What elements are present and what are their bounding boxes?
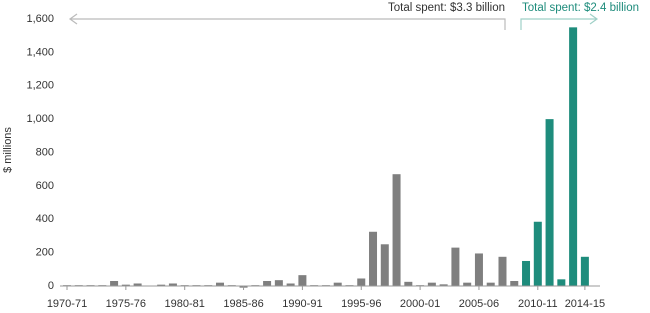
y-axis-label: $ millions <box>2 127 14 173</box>
bar <box>121 284 130 286</box>
x-tick-label: 1970-71 <box>47 298 87 310</box>
bar <box>580 256 589 286</box>
bar <box>168 283 177 286</box>
y-tick-label: 1,000 <box>26 113 54 125</box>
bar <box>522 260 531 286</box>
bar <box>298 275 307 286</box>
bar <box>569 27 578 286</box>
bar <box>427 282 436 286</box>
x-tick-label: 2010-11 <box>518 298 558 310</box>
x-tick-label: 2014-15 <box>565 298 605 310</box>
bar <box>404 281 413 286</box>
bar <box>333 282 342 286</box>
bar <box>110 280 119 286</box>
range-arrows <box>68 13 599 30</box>
x-tick-label: 1995-96 <box>341 298 381 310</box>
x-tick-label: 2005-06 <box>459 298 499 310</box>
bar <box>263 280 272 286</box>
x-tick-label: 1980-81 <box>165 298 205 310</box>
bar <box>474 253 483 286</box>
bar <box>533 221 542 286</box>
bar <box>216 282 225 286</box>
y-tick-label: 200 <box>36 247 54 259</box>
gray-range-arrow <box>68 13 506 30</box>
y-tick-label: 1,400 <box>26 46 54 58</box>
bar <box>451 247 460 286</box>
bar <box>510 280 519 286</box>
bar <box>157 284 166 286</box>
bar <box>380 244 389 286</box>
bar <box>557 279 566 286</box>
bar <box>133 283 142 286</box>
bar <box>286 283 295 286</box>
bar <box>498 256 507 286</box>
green-range-arrow <box>520 13 599 30</box>
bar <box>357 278 366 286</box>
y-tick-label: 1,600 <box>26 13 54 25</box>
y-tick-label: 400 <box>36 213 54 225</box>
y-tick-label: 0 <box>48 280 54 292</box>
y-tick-label: 600 <box>36 180 54 192</box>
y-tick-label: 1,200 <box>26 80 54 92</box>
bar <box>274 280 283 286</box>
x-tick-label: 1990-91 <box>282 298 322 310</box>
bar <box>369 231 378 286</box>
annotation: Total spent: $2.4 billion <box>522 2 639 14</box>
annotation: Total spent: $3.3 billion <box>388 2 505 14</box>
bar <box>439 284 448 286</box>
x-tick-label: 2000-01 <box>400 298 440 310</box>
bar <box>545 119 554 286</box>
x-tick-label: 1985-86 <box>223 298 263 310</box>
bar <box>463 282 472 286</box>
bar <box>486 282 495 286</box>
bar <box>392 174 401 286</box>
y-tick-label: 800 <box>36 146 54 158</box>
x-tick-label: 1975-76 <box>106 298 146 310</box>
